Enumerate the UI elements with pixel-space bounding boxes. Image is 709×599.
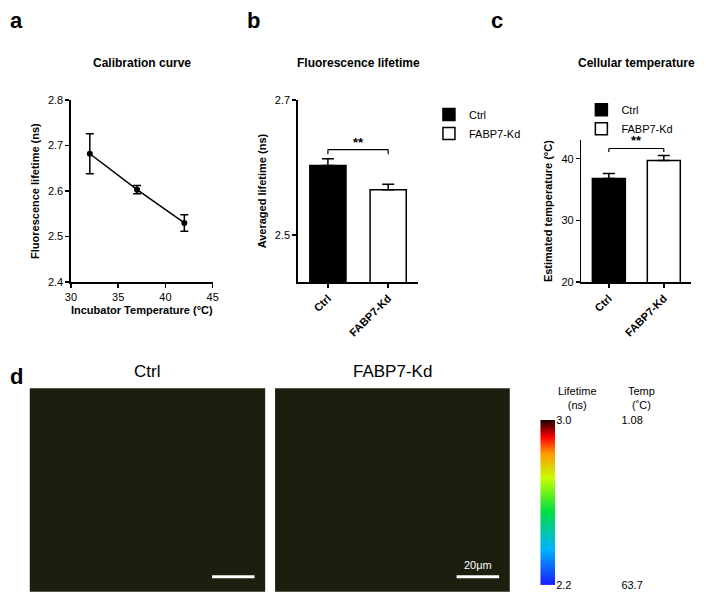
svg-text:2.7: 2.7 — [275, 94, 290, 106]
svg-text:FABP7-Kd: FABP7-Kd — [469, 128, 520, 140]
svg-text:Ctrl: Ctrl — [469, 109, 486, 121]
svg-text:c: c — [491, 8, 503, 33]
svg-text:63.7: 63.7 — [621, 579, 642, 591]
svg-text:40: 40 — [159, 291, 171, 303]
svg-text:Ctrl: Ctrl — [311, 292, 333, 314]
svg-text:b: b — [247, 8, 260, 33]
svg-text:Cellular temperature: Cellular temperature — [578, 56, 695, 70]
svg-text:30: 30 — [65, 291, 77, 303]
svg-text:Lifetime(ns): Lifetime(ns) — [558, 385, 597, 411]
svg-text:Calibration curve: Calibration curve — [93, 56, 191, 70]
svg-text:20: 20 — [561, 276, 573, 288]
svg-text:1.08: 1.08 — [621, 414, 642, 426]
svg-text:Fluorescence lifetime: Fluorescence lifetime — [297, 56, 420, 70]
svg-text:Estimated temperature (°C): Estimated temperature (°C) — [542, 140, 554, 282]
svg-text:**: ** — [631, 133, 642, 148]
svg-text:2.4: 2.4 — [48, 276, 63, 288]
svg-text:2.6: 2.6 — [48, 185, 63, 197]
svg-text:2.2: 2.2 — [556, 579, 571, 591]
svg-text:Averaged lifetime (ns): Averaged lifetime (ns) — [256, 133, 268, 248]
svg-text:d: d — [10, 364, 23, 389]
svg-text:3.0: 3.0 — [556, 414, 571, 426]
svg-text:**: ** — [353, 135, 364, 150]
svg-text:35: 35 — [112, 291, 124, 303]
svg-text:a: a — [10, 8, 23, 33]
svg-text:FABP7-Kd: FABP7-Kd — [623, 292, 670, 339]
svg-text:Temp(˚C): Temp(˚C) — [628, 385, 655, 411]
svg-text:45: 45 — [207, 291, 219, 303]
svg-text:30: 30 — [561, 214, 573, 226]
svg-text:20μm: 20μm — [464, 559, 492, 571]
svg-text:Ctrl: Ctrl — [621, 104, 638, 116]
svg-text:Fluorescence lifetime (ns): Fluorescence lifetime (ns) — [29, 123, 41, 259]
svg-text:40: 40 — [561, 153, 573, 165]
svg-text:2.5: 2.5 — [275, 229, 290, 241]
svg-text:2.8: 2.8 — [48, 94, 63, 106]
svg-text:Incubator Temperature (°C): Incubator Temperature (°C) — [71, 304, 213, 316]
svg-text:FABP7-Kd: FABP7-Kd — [353, 362, 432, 381]
svg-text:2.7: 2.7 — [48, 139, 63, 151]
svg-text:Ctrl: Ctrl — [134, 362, 160, 381]
svg-text:2.5: 2.5 — [48, 230, 63, 242]
svg-text:FABP7-Kd: FABP7-Kd — [621, 123, 672, 135]
svg-text:Ctrl: Ctrl — [592, 292, 614, 314]
svg-text:FABP7-Kd: FABP7-Kd — [347, 292, 394, 339]
